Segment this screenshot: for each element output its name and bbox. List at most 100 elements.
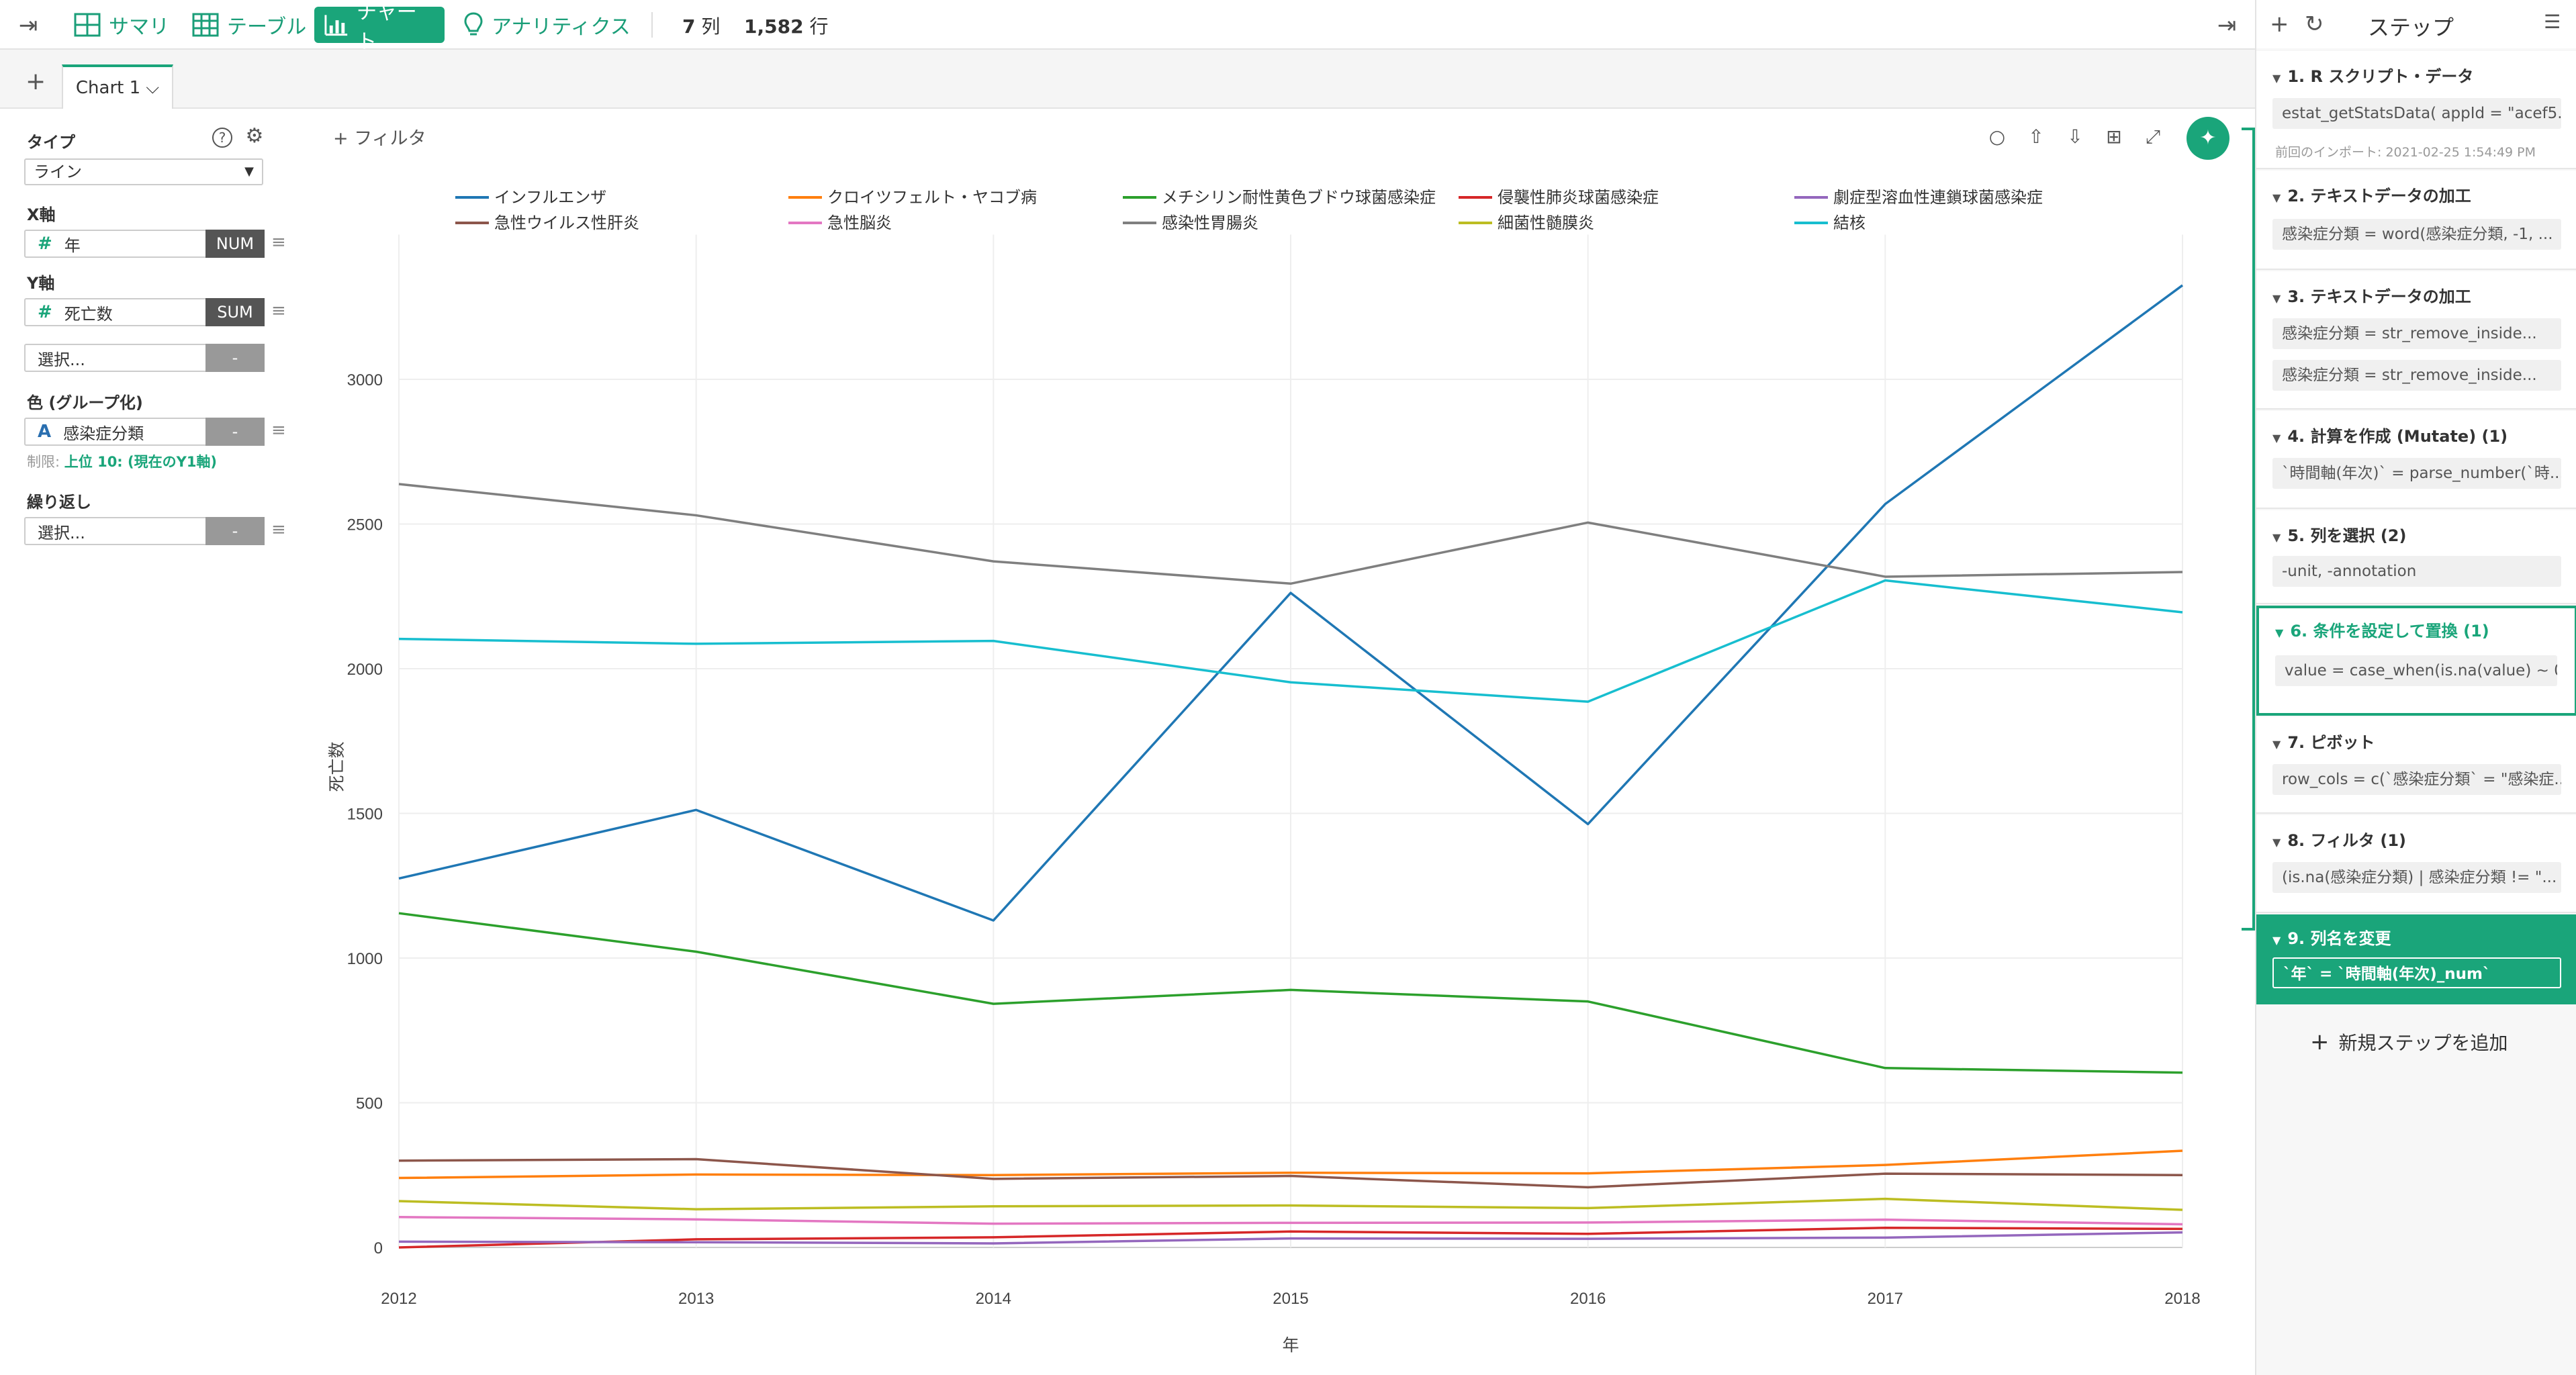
bar-chart-icon — [324, 15, 348, 36]
x-axis-agg-button[interactable]: NUM — [205, 230, 265, 258]
chart-type-value: ライン — [34, 162, 82, 181]
add-step-button[interactable]: + 新規ステップを追加 — [2310, 1029, 2508, 1055]
y-axis-value: 死亡数 — [64, 304, 113, 324]
step-5[interactable]: ▼ 5. 列を選択 (2) -unit, -annotation — [2256, 510, 2576, 604]
x-tick-label: 2016 — [1570, 1290, 1606, 1308]
step-code[interactable]: `年` = `時間軸(年次)_num` — [2272, 957, 2561, 988]
plus-icon[interactable]: + — [2270, 11, 2289, 38]
step-1[interactable]: ▼ 1. R スクリプト・データ estat_getStatsData( appI… — [2256, 51, 2576, 169]
menu-lines-icon[interactable]: ≡ — [271, 520, 286, 540]
y2-axis-field[interactable]: 選択... - — [24, 344, 265, 372]
comment-icon[interactable]: ○ — [1988, 126, 2006, 148]
collapse-right-icon[interactable]: ⇥ — [2217, 12, 2237, 39]
menu-lines-icon[interactable]: ≡ — [271, 232, 286, 252]
columns-count: 7 列 — [682, 12, 720, 39]
step-title: ▼ 2. テキストデータの加工 — [2272, 187, 2471, 205]
x-axis-value: 年 — [64, 236, 81, 255]
x-tick-label: 2013 — [678, 1290, 714, 1308]
rows-count: 1,582 行 — [744, 12, 829, 39]
y-tick-label: 0 — [374, 1239, 383, 1258]
y-tick-label: 1000 — [347, 950, 383, 968]
color-group-agg-button[interactable]: - — [205, 418, 265, 446]
menu-lines-icon[interactable]: ≡ — [271, 420, 286, 440]
chart-tab[interactable]: Chart 1 ⌵ — [62, 64, 173, 110]
tab-chart[interactable]: チャート — [314, 1, 445, 54]
series-line — [398, 912, 2183, 1074]
series-line — [398, 1226, 2183, 1249]
divider — [651, 12, 653, 38]
y-axis-agg-button[interactable]: SUM — [205, 298, 265, 326]
chart-tab-row: + Chart 1 ⌵ — [0, 50, 2255, 110]
collapse-left-icon[interactable]: ⇥ — [18, 12, 38, 39]
step-9[interactable]: ▼ 9. 列名を変更 `年` = `時間軸(年次)_num` — [2256, 914, 2576, 1004]
step-4[interactable]: ▼ 4. 計算を作成 (Mutate) (1) `時間軸(年次)` = parse… — [2256, 411, 2576, 509]
series-line — [398, 1231, 2183, 1245]
step-3[interactable]: ▼ 3. テキストデータの加工 感染症分類 = str_remove_inside… — [2256, 271, 2576, 410]
y2-axis-agg-button[interactable]: - — [205, 344, 265, 372]
legend-label: インフルエンザ — [494, 188, 606, 207]
step-code[interactable]: (is.na(感染症分類) | 感染症分類 != "... — [2272, 862, 2561, 893]
step-code[interactable]: `時間軸(年次)` = parse_number(`時... — [2272, 458, 2561, 489]
step-title: ▼ 4. 計算を作成 (Mutate) (1) — [2272, 427, 2508, 446]
menu-lines-icon[interactable]: ≡ — [271, 301, 286, 321]
y-axis-title: 死亡数 — [327, 741, 347, 792]
chevron-down-icon: ⌵ — [146, 78, 160, 98]
x-tick-label: 2015 — [1273, 1290, 1308, 1308]
repeat-agg-button[interactable]: - — [205, 517, 265, 545]
limit-prefix: 制限: — [27, 454, 64, 470]
download-icon[interactable]: ⇩ — [2067, 126, 2083, 148]
add-step-label: 新規ステップを追加 — [2338, 1032, 2508, 1054]
repeat-label: 繰り返し — [27, 493, 91, 512]
x-tick-label: 2014 — [976, 1290, 1011, 1308]
y-tick-label: 1500 — [347, 806, 383, 824]
tab-chart-label: チャート — [357, 1, 417, 54]
add-chart-button[interactable]: + — [26, 68, 46, 95]
add-filter-button[interactable]: + フィルタ — [333, 128, 426, 149]
step-code[interactable]: 感染症分類 = str_remove_inside... — [2272, 318, 2561, 349]
repeat-field[interactable]: 選択... - — [24, 517, 265, 545]
step-code[interactable]: value = case_when(is.na(value) ~ 0... — [2275, 655, 2557, 686]
steps-title: ステップ — [2368, 15, 2454, 40]
legend-label: 侵襲性肺炎球菌感染症 — [1498, 188, 1659, 207]
help-icon[interactable]: ? — [212, 128, 232, 148]
step-code[interactable]: row_cols = c(`感染症分類` = "感染症... — [2272, 764, 2561, 795]
chart-type-select[interactable]: ライン ▼ — [24, 158, 263, 185]
step-2[interactable]: ▼ 2. テキストデータの加工 感染症分類 = word(感染症分類, -1, .… — [2256, 171, 2576, 270]
y-axis-field[interactable]: # 死亡数 SUM — [24, 298, 265, 326]
upload-icon[interactable]: ⇧ — [2028, 126, 2044, 148]
expand-icon[interactable]: ⤢ — [2145, 126, 2161, 148]
step-code[interactable]: 感染症分類 = word(感染症分類, -1, ... — [2272, 219, 2561, 250]
step-import-note: 前回のインポート: 2021-02-25 1:54:49 PM — [2275, 145, 2536, 160]
grid-view-icon[interactable]: ⊞ — [2106, 126, 2122, 148]
tab-analytics[interactable]: アナリティクス — [454, 7, 640, 43]
series-line — [398, 1157, 2183, 1189]
limit-link[interactable]: 上位 10: (現在のY1軸) — [64, 454, 218, 470]
color-group-field[interactable]: A 感染症分類 - — [24, 418, 265, 446]
pin-icon[interactable]: ✦ — [2187, 117, 2229, 160]
step-6[interactable]: ▼ 6. 条件を設定して置換 (1) value = case_when(is.n… — [2256, 606, 2576, 716]
legend-label: 感染性胃腸炎 — [1162, 214, 1258, 232]
gear-icon[interactable]: ⚙ — [245, 124, 264, 148]
settings-sliders-icon[interactable]: ☰ — [2544, 11, 2561, 33]
tab-summary[interactable]: サマリ — [64, 7, 179, 43]
limit-note: 制限: 上位 10: (現在のY1軸) — [27, 451, 217, 471]
step-code[interactable]: 感染症分類 = str_remove_inside... — [2272, 360, 2561, 391]
step-code[interactable]: -unit, -annotation — [2272, 556, 2561, 587]
y-tick-label: 3000 — [347, 371, 383, 389]
legend-label: 急性脳炎 — [827, 214, 892, 232]
step-title: ▼ 7. ピボット — [2272, 733, 2375, 752]
legend-label: 結核 — [1833, 214, 1866, 232]
x-axis-title: 年 — [1282, 1335, 1299, 1355]
step-8[interactable]: ▼ 8. フィルタ (1) (is.na(感染症分類) | 感染症分類 != ".… — [2256, 815, 2576, 913]
series-line — [398, 483, 2183, 585]
y-tick-label: 2000 — [347, 661, 383, 679]
x-axis-field[interactable]: # 年 NUM — [24, 230, 265, 258]
tab-table[interactable]: テーブル — [183, 7, 316, 43]
step-title: ▼ 1. R スクリプト・データ — [2272, 67, 2474, 86]
refresh-icon[interactable]: ↻ — [2305, 11, 2324, 38]
numeric-hash-icon: # — [38, 302, 52, 322]
step-code[interactable]: estat_getStatsData( appId = "acef5... — [2272, 98, 2561, 129]
step-title: ▼ 8. フィルタ (1) — [2272, 831, 2406, 850]
step-7[interactable]: ▼ 7. ピボット row_cols = c(`感染症分類` = "感染症... — [2256, 717, 2576, 814]
step-connector — [2242, 128, 2255, 931]
